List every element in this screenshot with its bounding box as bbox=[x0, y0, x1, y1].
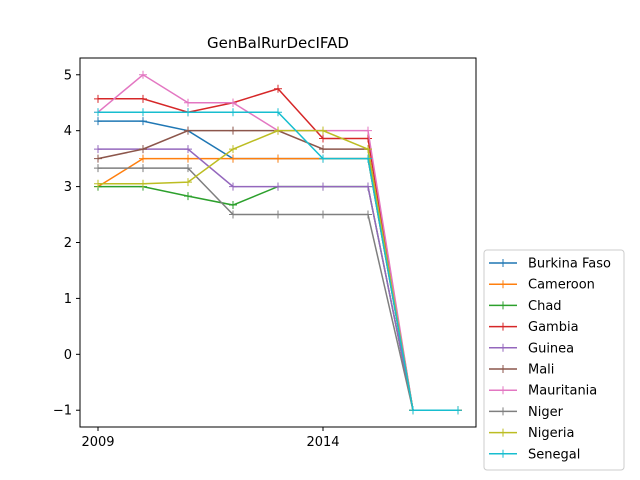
data-point bbox=[319, 182, 327, 191]
legend-label: Mauritania bbox=[528, 384, 597, 399]
y-tick-label: 0 bbox=[64, 348, 72, 363]
chart-title: GenBalRurDecIFAD bbox=[207, 34, 349, 52]
data-point bbox=[229, 108, 237, 117]
series-senegal bbox=[94, 108, 462, 415]
series-nigeria bbox=[94, 126, 462, 415]
data-point bbox=[139, 154, 147, 163]
data-point bbox=[364, 134, 372, 143]
series-line bbox=[98, 167, 458, 411]
data-point bbox=[184, 108, 192, 117]
data-point bbox=[94, 94, 102, 103]
data-point bbox=[94, 154, 102, 163]
y-tick-label: 3 bbox=[64, 180, 72, 195]
data-point bbox=[319, 210, 327, 219]
data-point bbox=[184, 192, 192, 201]
legend-label: Mali bbox=[528, 363, 554, 378]
data-point bbox=[319, 154, 327, 163]
legend-label: Gambia bbox=[528, 320, 579, 335]
y-tick-label: 1 bbox=[64, 292, 72, 307]
legend-label: Burkina Faso bbox=[528, 257, 611, 272]
data-point bbox=[184, 98, 192, 107]
legend-label: Cameroon bbox=[528, 278, 595, 293]
data-point bbox=[319, 134, 327, 143]
data-point bbox=[229, 154, 237, 163]
data-point bbox=[364, 182, 372, 191]
data-point bbox=[139, 179, 147, 188]
data-point bbox=[229, 126, 237, 135]
y-tick-label: 5 bbox=[64, 68, 72, 83]
data-point bbox=[274, 84, 282, 93]
data-point bbox=[274, 182, 282, 191]
data-point bbox=[139, 70, 147, 79]
data-point bbox=[139, 145, 147, 154]
data-point bbox=[364, 145, 372, 154]
legend-entry: Mauritania bbox=[489, 384, 597, 399]
legend-entry: Mali bbox=[489, 363, 554, 378]
data-point bbox=[94, 108, 102, 117]
data-point bbox=[139, 117, 147, 126]
data-point bbox=[274, 210, 282, 219]
legend-entry: Guinea bbox=[489, 341, 574, 356]
legend-label: Niger bbox=[528, 405, 564, 420]
data-point bbox=[139, 108, 147, 117]
data-point bbox=[94, 145, 102, 154]
data-point bbox=[274, 108, 282, 117]
legend-entry: Niger bbox=[489, 405, 564, 420]
legend-entry: Burkina Faso bbox=[489, 257, 611, 272]
data-point bbox=[364, 210, 372, 219]
legend-entry: Cameroon bbox=[489, 278, 595, 293]
legend-label: Nigeria bbox=[528, 426, 575, 441]
data-point bbox=[184, 178, 192, 187]
data-point bbox=[229, 210, 237, 219]
data-point bbox=[229, 98, 237, 107]
plot-area: −1 0 1 2 3 4 5 2009 2014 bbox=[53, 57, 477, 450]
data-point bbox=[184, 164, 192, 173]
data-point bbox=[274, 126, 282, 135]
legend-box bbox=[483, 249, 625, 471]
data-point bbox=[184, 145, 192, 154]
legend: Burkina Faso Cameroon Chad Gambia Guinea Mali… bbox=[483, 249, 625, 471]
data-point bbox=[94, 179, 102, 188]
data-point bbox=[229, 145, 237, 154]
legend-entry: Nigeria bbox=[489, 426, 575, 441]
data-point bbox=[274, 154, 282, 163]
data-point bbox=[184, 126, 192, 135]
legend-entry: Senegal bbox=[489, 447, 580, 462]
data-point bbox=[94, 117, 102, 126]
data-point bbox=[319, 145, 327, 154]
data-point bbox=[94, 164, 102, 173]
data-point bbox=[184, 154, 192, 163]
legend-label: Senegal bbox=[528, 447, 580, 462]
x-tick-label: 2014 bbox=[306, 435, 339, 450]
y-tick-label: 2 bbox=[64, 236, 72, 251]
data-point bbox=[139, 94, 147, 103]
series-line bbox=[98, 185, 458, 411]
y-tick-label: 4 bbox=[64, 124, 72, 139]
data-point bbox=[319, 126, 327, 135]
x-tick-label: 2009 bbox=[81, 435, 114, 450]
legend-entry: Chad bbox=[489, 299, 562, 314]
data-point bbox=[409, 406, 417, 415]
y-tick-label: −1 bbox=[53, 404, 72, 419]
data-point bbox=[229, 201, 237, 210]
data-point bbox=[139, 164, 147, 173]
data-point bbox=[454, 406, 462, 415]
data-point bbox=[364, 154, 372, 163]
legend-label: Guinea bbox=[528, 341, 574, 356]
data-point bbox=[364, 126, 372, 135]
legend-label: Chad bbox=[528, 299, 562, 314]
data-point bbox=[229, 182, 237, 191]
legend-entry: Gambia bbox=[489, 320, 579, 335]
